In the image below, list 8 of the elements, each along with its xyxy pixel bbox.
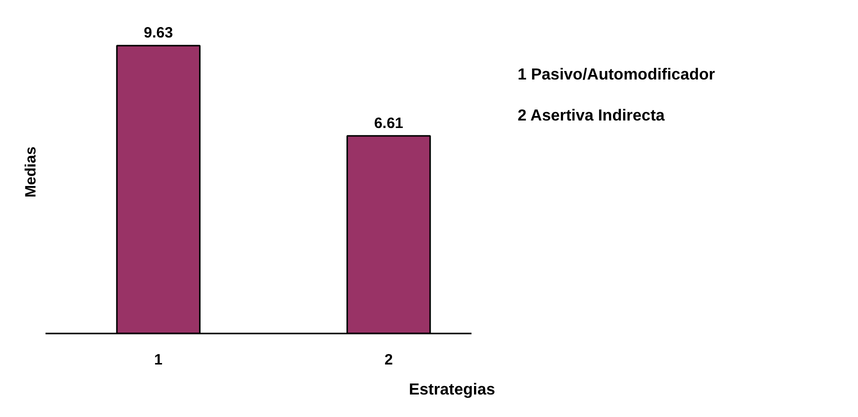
- data-label: 9.63: [144, 24, 173, 42]
- x-tick-label: 1: [154, 352, 163, 368]
- text: 2 Asertiva Indirecta: [518, 108, 665, 125]
- data-label: 6.61: [374, 114, 404, 132]
- y-axis-title: Medias: [22, 146, 40, 198]
- text: 1 Pasivo/Automodificador: [518, 66, 716, 84]
- x-tick-label: 2: [384, 352, 393, 368]
- x-axis-title: Estrategias: [408, 382, 496, 398]
